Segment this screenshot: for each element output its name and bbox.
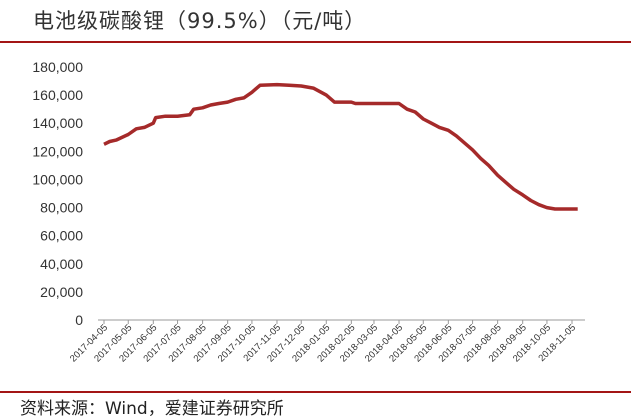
y-tick-label: 100,000 <box>32 171 83 187</box>
price-series-line <box>103 82 578 211</box>
y-tick-label: 40,000 <box>40 256 83 272</box>
y-tick-label: 0 <box>75 312 83 328</box>
y-tick-label: 80,000 <box>40 200 83 216</box>
source-note: 资料来源：Wind，爱建证券研究所 <box>20 399 284 419</box>
y-tick-label: 20,000 <box>40 284 83 300</box>
y-tick-label: 180,000 <box>32 59 83 75</box>
chart-title: 电池级碳酸锂（99.5%）（元/吨） <box>33 9 367 33</box>
y-tick-label: 120,000 <box>32 143 83 159</box>
y-axis-labels: 0 20,000 40,000 60,000 80,000 100,000 120,000 1… <box>32 59 83 328</box>
bottom-divider <box>0 391 631 393</box>
top-divider <box>0 41 631 43</box>
y-tick-label: 60,000 <box>40 228 83 244</box>
y-tick-label: 140,000 <box>32 115 83 131</box>
y-tick-label: 160,000 <box>32 87 83 103</box>
x-axis-labels: 2017-04-052017-05-052017-06-052017-07-05… <box>68 322 578 364</box>
x-axis-ticks <box>103 320 573 324</box>
